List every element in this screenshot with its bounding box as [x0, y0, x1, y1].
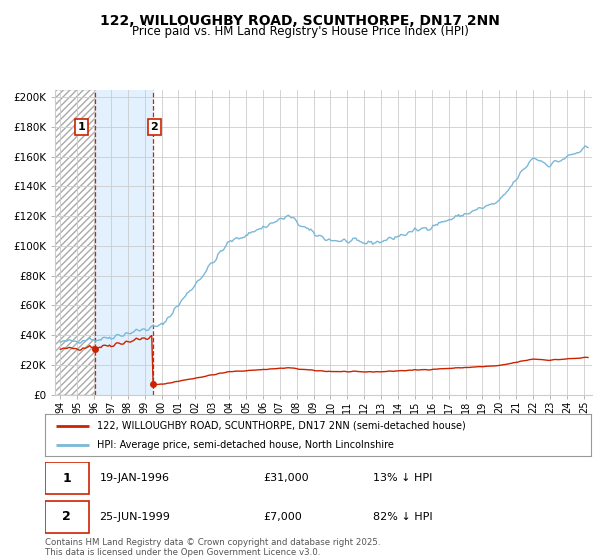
- FancyBboxPatch shape: [45, 501, 89, 533]
- Text: 82% ↓ HPI: 82% ↓ HPI: [373, 512, 432, 521]
- Text: Contains HM Land Registry data © Crown copyright and database right 2025.
This d: Contains HM Land Registry data © Crown c…: [45, 538, 380, 557]
- Bar: [55, 90, 95, 395]
- Text: 2: 2: [62, 510, 71, 523]
- Text: Price paid vs. HM Land Registry's House Price Index (HPI): Price paid vs. HM Land Registry's House …: [131, 25, 469, 38]
- Text: 1: 1: [77, 122, 85, 132]
- Text: 13% ↓ HPI: 13% ↓ HPI: [373, 473, 432, 483]
- Text: 1: 1: [62, 472, 71, 484]
- Text: 122, WILLOUGHBY ROAD, SCUNTHORPE, DN17 2NN (semi-detached house): 122, WILLOUGHBY ROAD, SCUNTHORPE, DN17 2…: [97, 421, 466, 431]
- Text: 122, WILLOUGHBY ROAD, SCUNTHORPE, DN17 2NN: 122, WILLOUGHBY ROAD, SCUNTHORPE, DN17 2…: [100, 14, 500, 28]
- Text: £7,000: £7,000: [263, 512, 302, 521]
- Text: £31,000: £31,000: [263, 473, 309, 483]
- Bar: [95, 90, 153, 395]
- Text: HPI: Average price, semi-detached house, North Lincolnshire: HPI: Average price, semi-detached house,…: [97, 440, 394, 450]
- Text: 2: 2: [151, 122, 158, 132]
- FancyBboxPatch shape: [45, 462, 89, 494]
- Text: 25-JUN-1999: 25-JUN-1999: [100, 512, 170, 521]
- Text: 19-JAN-1996: 19-JAN-1996: [100, 473, 170, 483]
